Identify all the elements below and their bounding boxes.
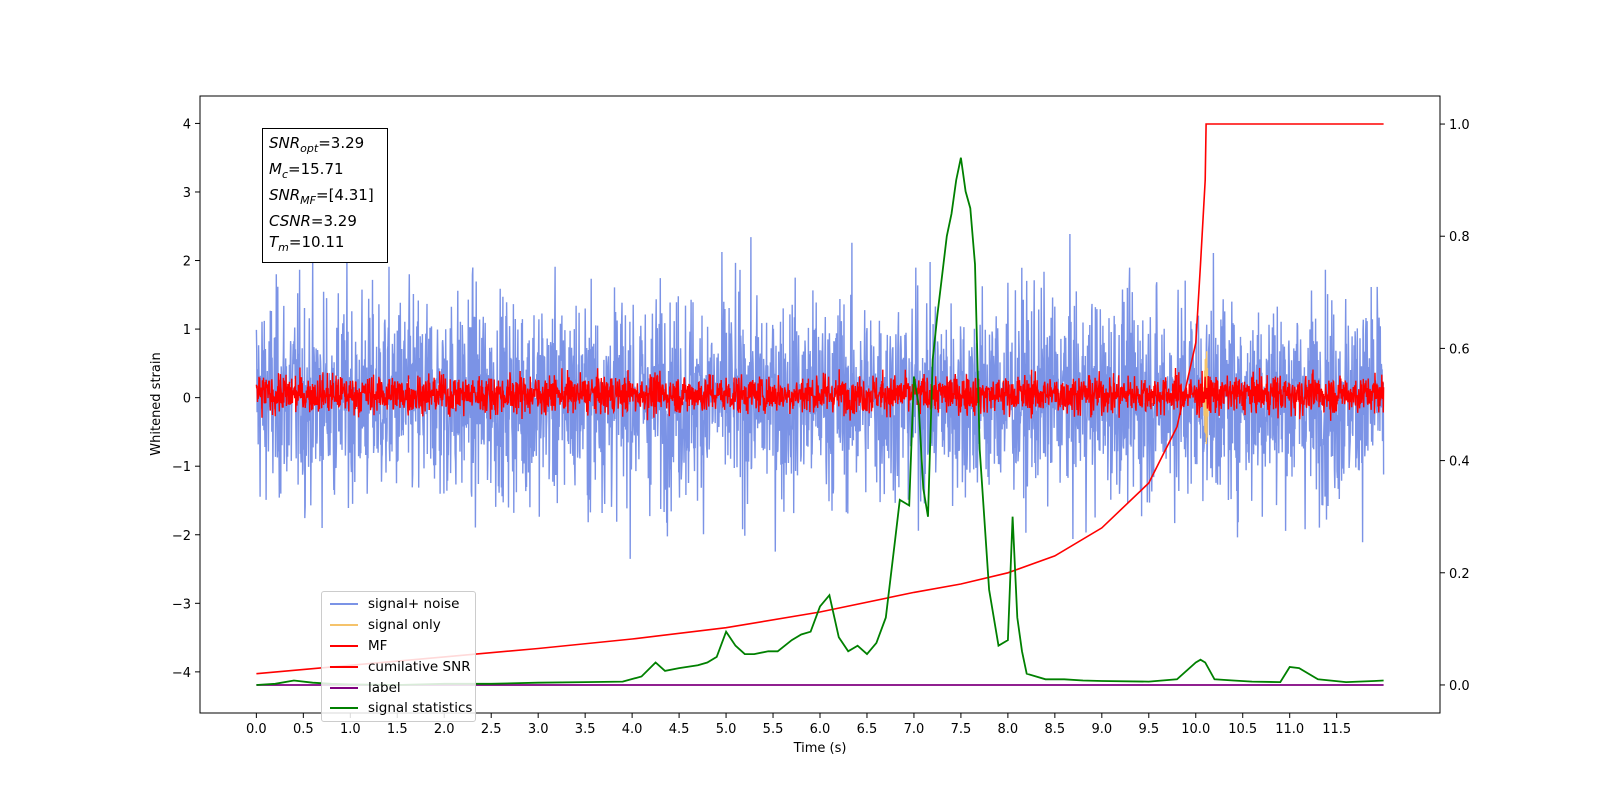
legend-swatch-signal-statistics	[330, 707, 358, 710]
legend-entry-mf: MF	[322, 636, 475, 657]
legend: signal+ noise signal only MF cumilative …	[321, 591, 476, 722]
legend-swatch-cumulative-snr	[330, 665, 358, 668]
y-right-tick-label: 0.0	[1449, 679, 1470, 694]
legend-label-label: label	[368, 679, 401, 696]
y-left-tick-label: −3	[172, 597, 191, 612]
y-left-tick-label: 1	[183, 323, 191, 338]
x-tick-label: 11.5	[1322, 722, 1351, 737]
mc-text: Mc=15.71	[269, 160, 344, 181]
x-tick-label: 2.0	[434, 722, 455, 737]
x-tick-label: 3.5	[575, 722, 596, 737]
x-tick-label: 11.0	[1275, 722, 1304, 737]
legend-label-signal-only: signal only	[368, 617, 441, 634]
series-signal-noise	[255, 233, 1385, 559]
x-tick-label: 2.5	[481, 722, 502, 737]
x-axis-label: Time (s)	[793, 741, 847, 756]
legend-swatch-label	[330, 686, 358, 689]
x-tick-label: 7.5	[951, 722, 972, 737]
x-tick-label: 6.5	[857, 722, 878, 737]
snr-mf-text: SNRMF=[4.31]	[269, 186, 374, 207]
x-tick-label: 1.5	[387, 722, 408, 737]
y-left-tick-label: −4	[172, 666, 191, 681]
y-right-tick-label: 1.0	[1449, 118, 1470, 133]
x-tick-label: 7.0	[904, 722, 925, 737]
y-left-tick-label: 3	[183, 186, 191, 201]
x-tick-label: 4.0	[622, 722, 643, 737]
x-tick-label: 1.0	[340, 722, 361, 737]
x-tick-label: 5.0	[716, 722, 737, 737]
x-tick-label: 0.5	[293, 722, 314, 737]
y-right-tick-label: 0.4	[1449, 455, 1470, 470]
x-tick-label: 9.5	[1138, 722, 1159, 737]
y-left-tick-label: −1	[172, 460, 191, 475]
legend-entry-cumulative-snr: cumilative SNR	[322, 656, 475, 677]
y-left-tick-label: 4	[183, 117, 191, 132]
series-signal-statistics	[256, 157, 1384, 686]
tm-text: Tm=10.11	[269, 233, 345, 254]
x-tick-label: 8.0	[998, 722, 1019, 737]
x-tick-label: 4.5	[669, 722, 690, 737]
legend-entry-signal-noise: signal+ noise	[322, 594, 475, 615]
legend-entry-signal-only: signal only	[322, 615, 475, 636]
x-tick-label: 5.5	[763, 722, 784, 737]
legend-swatch-signal-noise	[330, 603, 358, 606]
x-tick-label: 8.5	[1045, 722, 1066, 737]
series-mf	[255, 367, 1385, 421]
legend-swatch-signal-only	[330, 624, 358, 627]
legend-swatch-mf	[330, 644, 358, 647]
legend-label-mf: MF	[368, 637, 388, 654]
legend-entry-signal-statistics: signal statistics	[322, 698, 475, 719]
x-tick-label: 10.5	[1228, 722, 1257, 737]
snr-opt-text: SNRopt=3.29	[269, 134, 365, 155]
y-right-tick-label: 0.2	[1449, 567, 1470, 582]
x-tick-label: 6.0	[810, 722, 831, 737]
y-axis-label: Whitened strain	[149, 352, 164, 455]
y-right-tick-label: 0.8	[1449, 230, 1470, 245]
stats-annotation-box: SNRopt=3.29 Mc=15.71 SNRMF=[4.31] CSNR=3…	[262, 128, 388, 263]
y-left-tick-label: 0	[183, 392, 191, 407]
csnr-text: CSNR=3.29	[269, 212, 357, 230]
y-right-tick-label: 0.6	[1449, 342, 1470, 357]
y-left-tick-label: −2	[172, 529, 191, 544]
x-tick-label: 3.0	[528, 722, 549, 737]
y-left-tick-label: 2	[183, 255, 191, 270]
legend-entry-label: label	[322, 677, 475, 698]
x-tick-label: 9.0	[1091, 722, 1112, 737]
x-tick-label: 10.0	[1181, 722, 1210, 737]
legend-label-signal-statistics: signal statistics	[368, 700, 473, 717]
legend-label-cumulative-snr: cumilative SNR	[368, 658, 471, 675]
x-tick-label: 0.0	[246, 722, 267, 737]
legend-label-signal-noise: signal+ noise	[368, 596, 460, 613]
series-cumulative-snr	[256, 123, 1384, 675]
